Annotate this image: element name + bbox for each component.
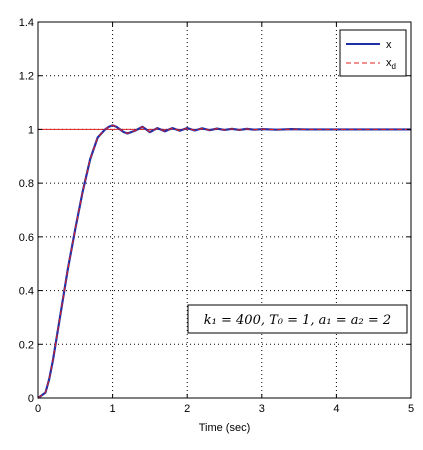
y-tick-label-7: 1.4 [19,17,34,29]
series-line-xd [37,124,411,399]
y-tick-label-5: 1 [28,124,34,136]
series-lines [37,124,411,399]
axis-ticks [37,21,412,399]
y-tick-labels: 0 0.2 0.4 0.6 0.8 1 1.2 1.4 [19,17,34,405]
legend-label-x-main: x [386,39,392,51]
legend-box [339,29,407,77]
y-tick-label-0: 0 [28,393,34,405]
y-tick-label-6: 1.2 [19,71,34,83]
x-tick-label-3: 3 [259,403,265,415]
legend-label-x: x [386,39,392,51]
y-tick-label-1: 0.2 [19,339,34,351]
legend-label-xd-sub: d [392,62,396,71]
x-tick-label-1: 1 [110,403,116,415]
x-tick-label-2: 2 [184,403,190,415]
annotation-text: k₁ = 400, T₀ = 1, a₁ = a₂ = 2 [204,313,391,328]
annotation-box [187,304,408,334]
x-tick-label-5: 5 [408,403,414,415]
y-tick-label-4: 0.8 [19,178,34,190]
parameter-annotation: k₁ = 400, T₀ = 1, a₁ = a₂ = 2 [187,304,408,334]
plot-frame [37,21,412,399]
plot-area [38,22,411,398]
y-tick-label-2: 0.4 [19,286,34,298]
x-axis-label: Time (sec) [199,422,251,434]
legend-label-xd-main: x [386,57,392,69]
x-tick-label-0: 0 [35,403,41,415]
legend: x xd [339,29,407,77]
x-tick-label-4: 4 [333,403,339,415]
x-tick-labels: 0 1 2 3 4 5 [35,403,414,415]
y-tick-label-3: 0.6 [19,232,34,244]
legend-label-xd: xd [386,57,396,71]
grid-lines [38,22,411,398]
